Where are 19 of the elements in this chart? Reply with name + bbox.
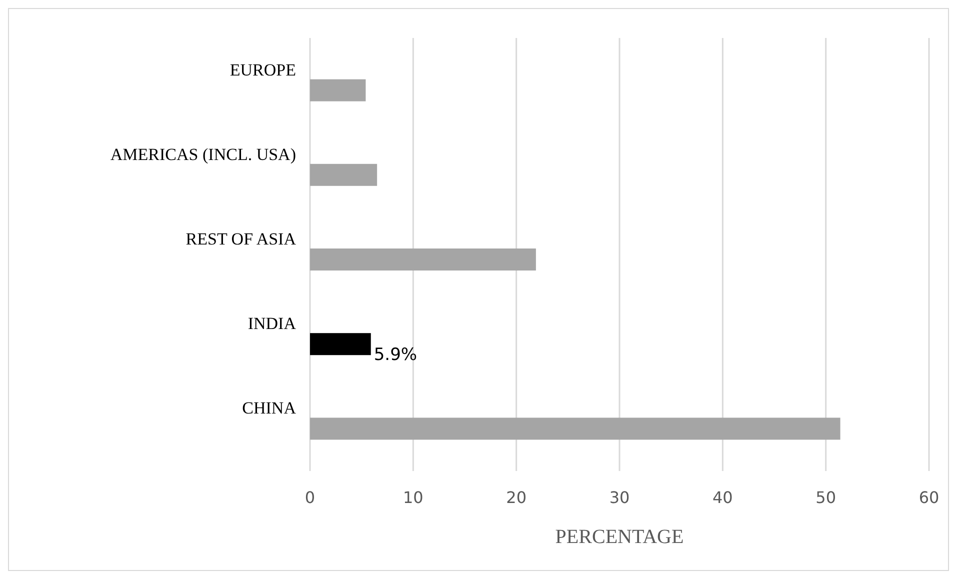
bar	[310, 248, 536, 270]
bar	[310, 333, 371, 356]
x-tick-label: 10	[402, 488, 424, 507]
x-tick-label: 50	[816, 488, 836, 507]
bar	[310, 418, 840, 440]
bar	[310, 79, 366, 102]
y-tick-label: EUROPE	[230, 60, 296, 80]
x-tick-label: 0	[304, 488, 316, 507]
y-tick-label: INDIA	[248, 314, 297, 334]
x-tick-label: 20	[506, 488, 527, 507]
y-tick-label: AMERICAS (INCL. USA)	[110, 144, 296, 164]
y-tick-label: CHINA	[242, 398, 297, 418]
y-tick-label: REST OF ASIA	[186, 230, 297, 248]
x-tick-label: 60	[918, 488, 940, 507]
bar	[310, 164, 378, 186]
data-label: 5.9%	[374, 345, 418, 366]
x-axis-title: PERCENTAGE	[555, 526, 684, 548]
x-tick-label: 30	[609, 488, 630, 507]
x-tick-label: 40	[712, 488, 733, 507]
